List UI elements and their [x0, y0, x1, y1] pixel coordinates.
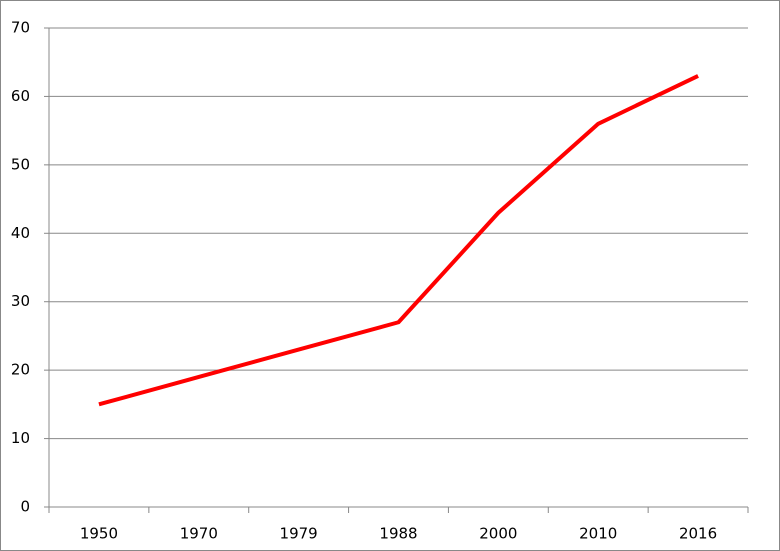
y-tick-label: 20: [11, 361, 30, 379]
x-tick-label: 2016: [679, 525, 717, 543]
x-tick-label: 2010: [579, 525, 617, 543]
y-tick-label: 10: [11, 429, 30, 447]
data-line: [98, 74, 699, 407]
x-tick-label: 1970: [180, 525, 218, 543]
x-tick-label: 1988: [379, 525, 417, 543]
x-tick-label: 2000: [479, 525, 517, 543]
y-tick-label: 30: [11, 292, 30, 310]
y-tick-label: 60: [11, 87, 30, 105]
x-tick-label: 1950: [80, 525, 118, 543]
x-tick-label: 1979: [280, 525, 318, 543]
y-tick-label: 70: [11, 19, 30, 37]
y-tick-label: 0: [20, 498, 30, 516]
y-tick-label: 50: [11, 155, 30, 173]
y-tick-label: 40: [11, 224, 30, 242]
